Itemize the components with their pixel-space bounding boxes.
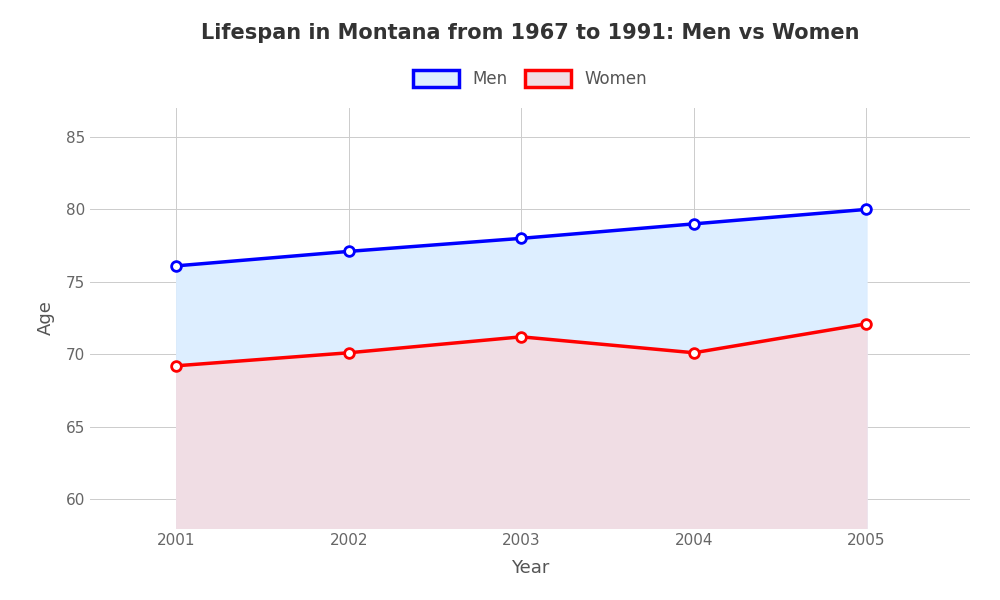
Legend: Men, Women: Men, Women [404,62,656,97]
X-axis label: Year: Year [511,559,549,577]
Y-axis label: Age: Age [37,301,55,335]
Title: Lifespan in Montana from 1967 to 1991: Men vs Women: Lifespan in Montana from 1967 to 1991: M… [201,23,859,43]
